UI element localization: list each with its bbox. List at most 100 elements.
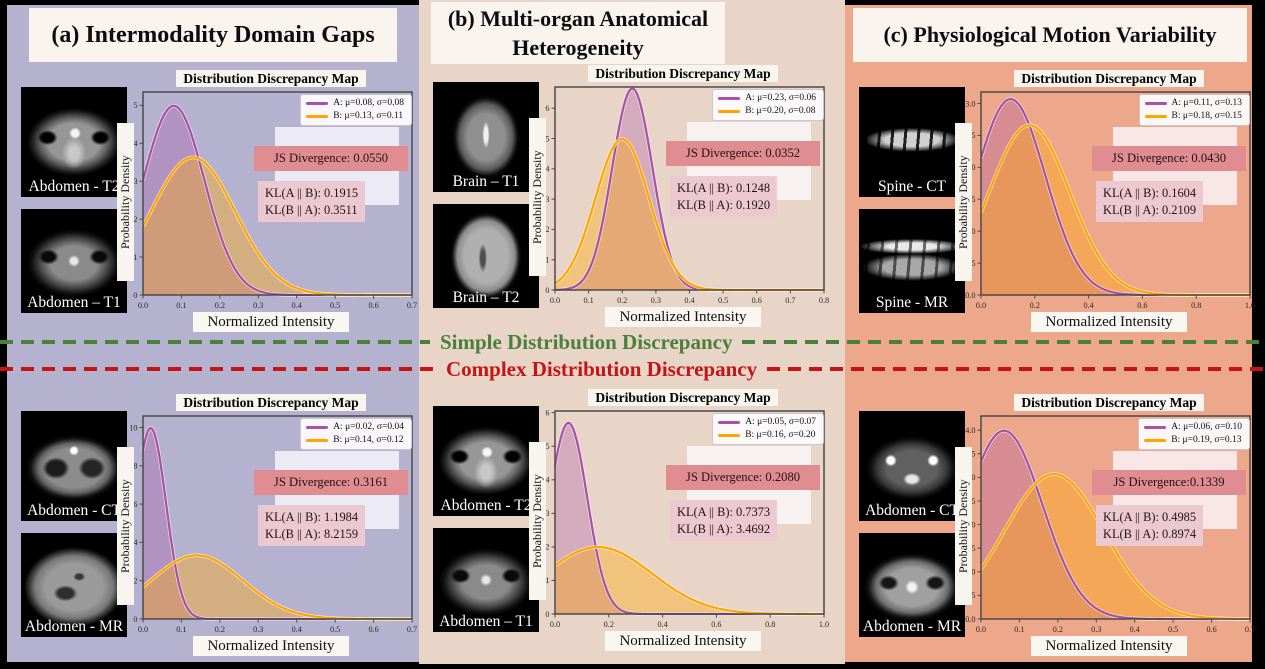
legend-line-swatch xyxy=(306,438,329,442)
image-caption: Spine - MR xyxy=(875,294,949,311)
svg-text:0: 0 xyxy=(133,291,137,300)
image-caption: Abdomen - CT xyxy=(27,502,121,519)
chart-title-text: Distribution Discrepancy Map xyxy=(588,389,778,406)
legend-label: A: μ=0.11, σ=0.13 xyxy=(1171,98,1242,108)
image-caption: Abdomen – T1 xyxy=(439,613,533,630)
svg-text:0.6: 0.6 xyxy=(711,620,721,629)
svg-text:5: 5 xyxy=(133,101,137,110)
svg-text:6: 6 xyxy=(133,500,137,509)
kde-plot: 0.0 0.1 0.2 0.3 0.4 0.5 0.6 0.7 0.8 0 1 2 3 4 5 6 xyxy=(545,86,829,305)
js-divergence-box: JS Divergence: 0.3161 xyxy=(254,470,408,495)
svg-text:0: 0 xyxy=(133,615,137,624)
svg-text:1: 1 xyxy=(545,576,549,585)
svg-text:0.2: 0.2 xyxy=(1030,301,1040,310)
svg-text:0.0: 0.0 xyxy=(965,615,975,624)
svg-text:0.2: 0.2 xyxy=(215,625,225,634)
svg-text:3.0: 3.0 xyxy=(965,99,975,108)
js-divergence-box: JS Divergence: 0.0352 xyxy=(666,141,820,166)
image-caption: Abdomen - MR xyxy=(24,618,124,635)
kl-a-b: KL(A || B): 0.1604 xyxy=(1103,186,1197,200)
chart-c-bottom: Distribution Discrepancy Map Probability … xyxy=(955,393,1255,669)
svg-text:0.5: 0.5 xyxy=(718,296,728,305)
chart-title-text: Distribution Discrepancy Map xyxy=(176,70,366,87)
kde-plot: 0.00.20.40.60.81.00.00.51.01.52.02.53.0 xyxy=(965,91,1255,310)
legend-line-swatch xyxy=(718,433,741,437)
legend-entry: A: μ=0.05, σ=0.07 xyxy=(718,417,816,428)
svg-text:4: 4 xyxy=(545,165,549,174)
dashed-line-left xyxy=(0,340,430,344)
medical-image: Abdomen - T2 xyxy=(433,406,539,516)
js-divergence-box: JS Divergence:0.1339 xyxy=(1092,470,1246,495)
separator-label-complex: Complex Distribution Discrepancy xyxy=(446,356,758,381)
legend: A: μ=0.02, σ=0.04 B: μ=0.14, σ=0.12 xyxy=(300,418,412,450)
legend: A: μ=0.05, σ=0.07 B: μ=0.16, σ=0.20 xyxy=(712,413,824,445)
svg-text:0.6: 0.6 xyxy=(752,296,762,305)
svg-text:0.6: 0.6 xyxy=(368,301,378,310)
subfigure-b-top: Brain – T1 Brain – T2 Distribution Discrep… xyxy=(419,64,845,340)
legend-entry: B: μ=0.16, σ=0.20 xyxy=(718,430,816,441)
svg-text:0.0: 0.0 xyxy=(138,301,148,310)
kl-box: KL(A || B): 0.4985 KL(B || A): 0.8974 xyxy=(1096,505,1204,547)
svg-text:0.1: 0.1 xyxy=(176,625,186,634)
svg-text:4: 4 xyxy=(133,538,137,547)
subfigure-a-bottom: Abdomen - CT Abdomen - MR Distribution Dis… xyxy=(7,393,419,669)
medical-image: Abdomen - T2 xyxy=(21,87,127,197)
image-caption: Abdomen - MR xyxy=(862,618,962,635)
medical-image: Abdomen - MR xyxy=(859,533,965,637)
chart-title: Distribution Discrepancy Map xyxy=(125,394,417,411)
dashed-line-right xyxy=(742,340,1265,344)
kl-b-a: KL(B || A): 0.3511 xyxy=(265,202,358,217)
medical-image: Abdomen – T1 xyxy=(21,209,127,313)
kl-b-a: KL(B || A): 3.4692 xyxy=(677,521,771,536)
kl-b-a: KL(B || A): 0.8974 xyxy=(1103,526,1197,541)
legend-line-swatch xyxy=(306,101,329,105)
svg-text:0.1: 0.1 xyxy=(1014,625,1024,634)
legend-label: B: μ=0.19, σ=0.13 xyxy=(1171,434,1242,445)
svg-text:4: 4 xyxy=(545,476,549,485)
svg-text:0: 0 xyxy=(545,286,549,295)
x-axis-label-text: Normalized Intensity xyxy=(1031,636,1187,656)
chart-c-top: Distribution Discrepancy Map Probability … xyxy=(955,69,1255,345)
legend-label: B: μ=0.20, σ=0.08 xyxy=(745,105,816,116)
legend-label: A: μ=0.06, σ=0.10 xyxy=(1171,422,1242,432)
chart-title: Distribution Discrepancy Map xyxy=(125,70,417,87)
kde-plot: 0.0 0.1 0.2 0.3 0.4 0.5 0.6 0.7 0 2 4 6 8 10 xyxy=(129,415,417,634)
kl-a-b: KL(A || B): 1.1984 xyxy=(265,510,359,524)
y-axis-label: Probability Density xyxy=(117,123,134,281)
subfigure-c-bottom: Abdomen - CT Abdomen - MR Distribution Dis… xyxy=(845,393,1255,669)
chart-title: Distribution Discrepancy Map xyxy=(537,389,829,406)
x-axis-label: Normalized Intensity xyxy=(963,636,1255,656)
legend-line-swatch xyxy=(718,109,741,113)
subfigure-b-bottom: Abdomen - T2 Abdomen – T1 Distribution Dis… xyxy=(419,388,845,664)
legend: A: μ=0.23, σ=0.06 B: μ=0.20, σ=0.08 xyxy=(712,89,824,121)
kl-box: KL(A || B): 1.1984 KL(B || A): 8.2159 xyxy=(258,505,366,547)
legend-entry: A: μ=0.06, σ=0.10 xyxy=(1144,422,1242,433)
subfigure-a-top: Abdomen - T2 Abdomen – T1 Distribution Dis… xyxy=(7,69,419,345)
separator-simple: Simple Distribution Discrepancy xyxy=(0,330,1265,354)
x-axis-label-text: Normalized Intensity xyxy=(1031,312,1187,332)
x-axis-label: Normalized Intensity xyxy=(537,631,829,651)
panel-physiological-motion-variability: (c) Physiological Motion Variability Spi… xyxy=(845,5,1255,662)
js-divergence-box: JS Divergence: 0.2080 xyxy=(666,465,820,490)
panel-title-a: (a) Intermodality Domain Gaps xyxy=(29,8,397,62)
y-axis-label: Probability Density xyxy=(955,123,972,281)
medical-image: Brain – T1 xyxy=(433,82,539,192)
svg-text:0.2: 0.2 xyxy=(1053,625,1063,634)
chart-title-text: Distribution Discrepancy Map xyxy=(588,65,778,82)
legend-line-swatch xyxy=(306,425,329,429)
legend-line-swatch xyxy=(718,420,741,424)
separator-complex: Complex Distribution Discrepancy xyxy=(0,356,1265,381)
svg-text:5: 5 xyxy=(545,442,549,451)
panel-multiorgan-anatomical-heterogeneity: (b) Multi-organ Anatomical Heterogeneity… xyxy=(419,0,845,664)
legend-label: B: μ=0.13, σ=0.11 xyxy=(333,110,404,121)
medical-image: Spine - MR xyxy=(859,209,965,313)
svg-text:0.4: 0.4 xyxy=(292,301,302,310)
panel-title-b: (b) Multi-organ Anatomical Heterogeneity xyxy=(431,2,725,64)
svg-text:0.8: 0.8 xyxy=(819,296,829,305)
chart-title-text: Distribution Discrepancy Map xyxy=(176,394,366,411)
svg-text:0.2: 0.2 xyxy=(617,296,627,305)
kl-a-b: KL(A || B): 0.4985 xyxy=(1103,510,1197,524)
legend-entry: B: μ=0.14, σ=0.12 xyxy=(306,435,404,446)
image-caption: Brain – T1 xyxy=(452,173,520,190)
